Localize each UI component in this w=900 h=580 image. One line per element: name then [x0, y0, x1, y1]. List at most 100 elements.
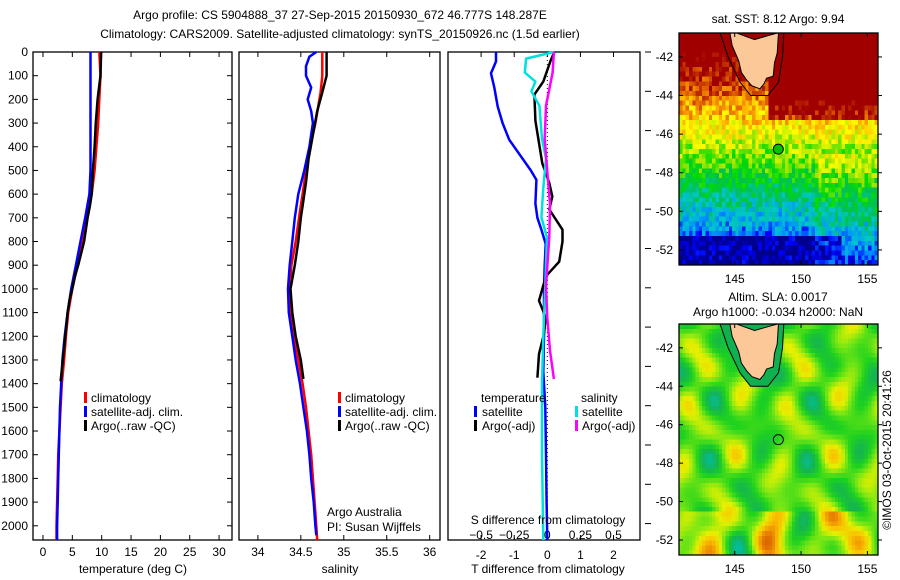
x2-axis-label-s-difference: S difference from climatology	[471, 513, 626, 527]
difference-legend: temperature salinity satellite Argo(-adj…	[474, 391, 635, 433]
lat-tick-label: -44	[656, 89, 674, 103]
y-tick-label: 300	[8, 116, 28, 130]
x-tick-label: 35	[337, 545, 351, 559]
legend-swatch-climatology	[84, 392, 87, 403]
tasmania-land	[729, 324, 779, 381]
legend-header-salinity: salinity	[581, 391, 618, 405]
x-tick-label: 34	[251, 545, 265, 559]
y-tick-label: 200	[8, 92, 28, 106]
legend-swatch-s-satellite	[575, 406, 578, 417]
difference-panel: -2 -1 0 1 2−0.5 −0.25 0 0.25 0.5	[447, 50, 651, 562]
x-tick-label: 25	[183, 545, 197, 559]
legend-swatch-t-satellite	[474, 406, 477, 417]
legend-label-climatology: climatology	[91, 391, 151, 405]
lon-tick-label: 145	[725, 272, 745, 286]
y-tick-label: 1700	[1, 448, 28, 462]
sst-map-title: sat. SST: 8.12 Argo: 9.94	[712, 12, 845, 26]
legend-swatch-climatology	[338, 392, 341, 403]
title-line2: Climatology: CARS2009. Satellite-adjuste…	[100, 27, 580, 41]
x2-tick-label: 0.25	[569, 528, 593, 542]
map-frame	[678, 32, 879, 266]
x-tick-label: 15	[124, 545, 138, 559]
lat-tick-label: -42	[656, 50, 674, 64]
x2-tick-label: −0.5	[469, 528, 493, 542]
series-line-satellite-adj-clim-	[55, 52, 92, 540]
legend-label-t-argo: Argo(-adj)	[482, 419, 535, 433]
y-tick-label: 2000	[1, 519, 28, 533]
temperature-legend: climatology satellite-adj. clim. Argo(..…	[84, 391, 183, 433]
x-axis-label-temperature: temperature (deg C)	[79, 562, 187, 576]
legend-label-satellite: satellite-adj. clim.	[91, 405, 183, 419]
series-line-temperature-satellite	[489, 52, 549, 541]
lat-tick-label: -50	[656, 495, 674, 509]
y-tick-label: 1300	[1, 353, 28, 367]
x-tick-label: 10	[95, 545, 109, 559]
y-tick-label: 700	[8, 211, 28, 225]
map-layers	[719, 33, 785, 155]
x-tick-label: 34.5	[289, 545, 313, 559]
legend-label-argo: Argo(..raw -QC)	[345, 419, 430, 433]
y-tick-label: 1600	[1, 424, 28, 438]
sla-map-title: Altim. SLA: 0.0017	[728, 290, 828, 304]
map-frame	[678, 323, 879, 556]
sla-map: 145 150 155 -42 -44 -46 -48 -50 -52	[656, 323, 882, 576]
map-layers	[719, 324, 785, 446]
salinity-legend: climatology satellite-adj. clim. Argo(..…	[338, 391, 437, 433]
legend-swatch-satellite	[84, 406, 87, 417]
legend-swatch-satellite	[338, 406, 341, 417]
lat-tick-label: -46	[656, 418, 674, 432]
plot-frame	[447, 51, 641, 541]
legend-swatch-t-argo	[474, 420, 477, 431]
lon-tick-label: 150	[791, 562, 811, 576]
lat-tick-label: -48	[656, 166, 674, 180]
x-axis-label-salinity: salinity	[322, 562, 359, 576]
y-tick-label: 1000	[1, 282, 28, 296]
legend-swatch-argo	[338, 420, 341, 431]
lat-tick-label: -52	[656, 243, 674, 257]
x2-tick-label: 0.5	[605, 528, 622, 542]
series-line-argo-raw-qc-	[59, 51, 103, 382]
series-line-climatology	[55, 51, 102, 540]
legend-label-s-argo: Argo(-adj)	[582, 419, 635, 433]
title-line1: Argo profile: CS 5904888_37 27-Sep-2015 …	[133, 8, 547, 22]
series-line-satellite-adj-clim-	[286, 50, 318, 536]
x-tick-label: 0	[544, 548, 551, 562]
lon-tick-label: 155	[857, 562, 877, 576]
y-tick-label: 500	[8, 163, 28, 177]
lon-tick-label: 150	[791, 272, 811, 286]
legend-swatch-argo	[84, 420, 87, 431]
legend-label-argo: Argo(..raw -QC)	[91, 419, 176, 433]
y-tick-label: 600	[8, 187, 28, 201]
lat-tick-label: -52	[656, 533, 674, 547]
credit-line2: PI: Susan Wijffels	[327, 520, 421, 534]
x-tick-label: -2	[476, 548, 487, 562]
plot-frame	[238, 51, 441, 541]
shelf-contour	[719, 33, 785, 96]
y-tick-label: 1900	[1, 495, 28, 509]
x2-tick-label: −0.25	[499, 528, 530, 542]
legend-label-climatology: climatology	[345, 391, 405, 405]
x-tick-label: 36	[423, 545, 437, 559]
temperature-panel: 0 5 10 15 20 25 300100200300400500600700800900…	[1, 45, 233, 559]
x-tick-label: 1	[577, 548, 584, 562]
x-tick-label: 0	[40, 545, 47, 559]
y-tick-label: 1400	[1, 377, 28, 391]
imos-stamp: ©IMOS 03-Oct-2015 20:41:26	[880, 370, 894, 530]
y-tick-label: 1200	[1, 329, 28, 343]
lat-tick-label: -48	[656, 456, 674, 470]
legend-label-s-satellite: satellite	[582, 405, 623, 419]
lon-tick-label: 155	[857, 272, 877, 286]
tasmania-land	[729, 33, 779, 90]
x-tick-label: 2	[610, 548, 617, 562]
series-line-salinity-satellite	[523, 50, 555, 541]
x-tick-label: 5	[69, 545, 76, 559]
y-tick-label: 100	[8, 69, 28, 83]
series-line-climatology	[288, 52, 324, 541]
y-tick-label: 0	[21, 45, 28, 59]
legend-header-temperature: temperature	[481, 391, 546, 405]
y-tick-label: 1800	[1, 471, 28, 485]
y-tick-label: 800	[8, 235, 28, 249]
series-line-salinity-argo-adj-	[543, 51, 556, 380]
y-tick-label: 1100	[2, 306, 28, 320]
